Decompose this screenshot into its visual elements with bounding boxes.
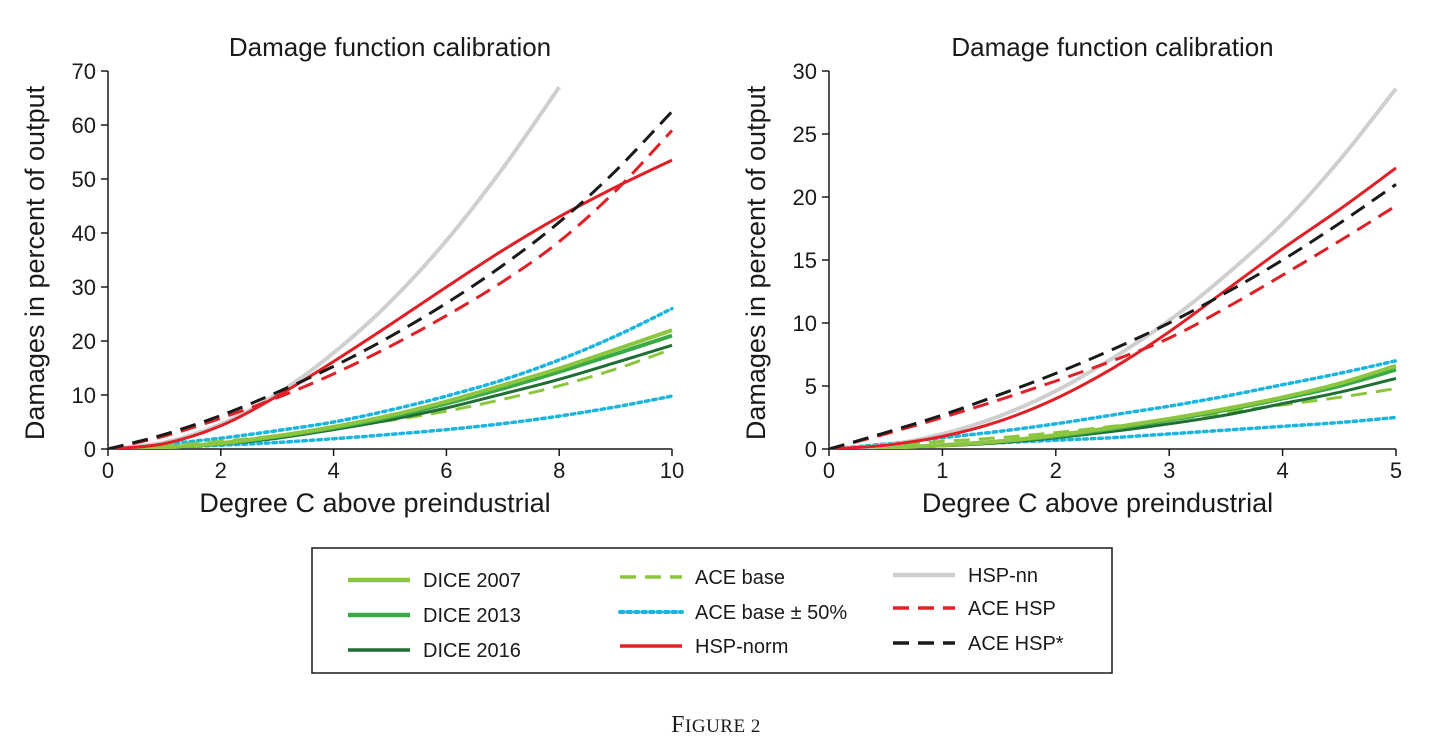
x-tick-label: 2	[215, 458, 227, 483]
series-line-ace-hsp	[829, 204, 1397, 449]
y-tick-label: 60	[72, 113, 96, 138]
y-tick-label: 50	[72, 167, 96, 192]
y-tick-label: 30	[72, 275, 96, 300]
series-line-ace-hsp	[108, 129, 674, 449]
series-line-ace-base-50	[829, 359, 1398, 449]
legend-label-hsp-nn: HSP-nn	[968, 565, 1038, 587]
x-tick-label: 8	[553, 458, 565, 483]
x-tick-label: 3	[1163, 458, 1175, 483]
series-line-hsp-nn	[829, 87, 1398, 449]
chart-title: Damage function calibration	[951, 32, 1273, 62]
x-axis-label: Degree C above preindustrial	[922, 488, 1273, 518]
y-tick-label: 40	[72, 221, 96, 246]
legend-label-dice-2013: DICE 2013	[423, 605, 521, 627]
series-line-dice-2013	[108, 333, 673, 449]
legend-label-ace-hsp: ACE HSP	[968, 598, 1056, 620]
x-axis-label: Degree C above preindustrial	[199, 488, 550, 518]
series-line-dice-2007	[829, 363, 1397, 449]
chart-panel-2: Damage function calibration0510152025300…	[741, 32, 1402, 518]
y-axis-label: Damages in percent of output	[20, 85, 50, 440]
chart-panel-1: Damage function calibration0102030405060…	[20, 32, 684, 518]
x-tick-label: 2	[1050, 458, 1062, 483]
series-line-hsp-nn	[108, 86, 561, 449]
x-tick-label: 5	[1390, 458, 1402, 483]
y-axis-label: Damages in percent of output	[741, 85, 771, 440]
y-tick-label: 10	[72, 383, 96, 408]
series-line-dice-2007	[108, 328, 673, 449]
y-tick-label: 0	[805, 437, 817, 462]
x-tick-label: 4	[1276, 458, 1288, 483]
y-tick-label: 0	[84, 437, 96, 462]
y-tick-label: 5	[805, 374, 817, 399]
x-tick-label: 6	[440, 458, 452, 483]
figure-caption: FIGURE 2	[671, 712, 761, 738]
x-tick-label: 4	[327, 458, 339, 483]
series-line-hsp-norm	[829, 166, 1397, 449]
x-tick-label: 1	[936, 458, 948, 483]
legend-box	[311, 547, 1113, 674]
x-tick-label: 10	[660, 458, 684, 483]
y-tick-label: 10	[793, 311, 817, 336]
y-tick-label: 20	[72, 329, 96, 354]
series-line-ace-hsp	[829, 183, 1397, 449]
series-line-ace-base-50	[108, 306, 674, 449]
legend-label-dice-2007: DICE 2007	[423, 570, 521, 592]
legend-label-ace-base: ACE base	[695, 567, 785, 589]
y-tick-label: 15	[793, 248, 817, 273]
y-tick-label: 20	[793, 185, 817, 210]
series-group	[108, 86, 674, 449]
legend-label-ace-hsp: ACE HSP*	[968, 633, 1064, 655]
series-line-ace-hsp	[108, 110, 674, 449]
legend-label-hsp-norm: HSP-norm	[695, 636, 788, 658]
x-tick-label: 0	[823, 458, 835, 483]
charts-group: Damage function calibration0102030405060…	[20, 32, 1402, 518]
legend-label-dice-2016: DICE 2016	[423, 640, 521, 662]
legend-label-ace-base-50: ACE base ± 50%	[695, 602, 847, 624]
y-tick-label: 25	[793, 122, 817, 147]
x-tick-label: 0	[102, 458, 114, 483]
series-group	[829, 87, 1398, 449]
chart-title: Damage function calibration	[229, 32, 551, 62]
series-line-hsp-norm	[108, 158, 673, 449]
legend: DICE 2007 DICE 2013 DICE 2016 ACE base ACE b…	[311, 547, 1113, 674]
y-tick-label: 70	[72, 59, 96, 84]
y-tick-label: 30	[793, 59, 817, 84]
